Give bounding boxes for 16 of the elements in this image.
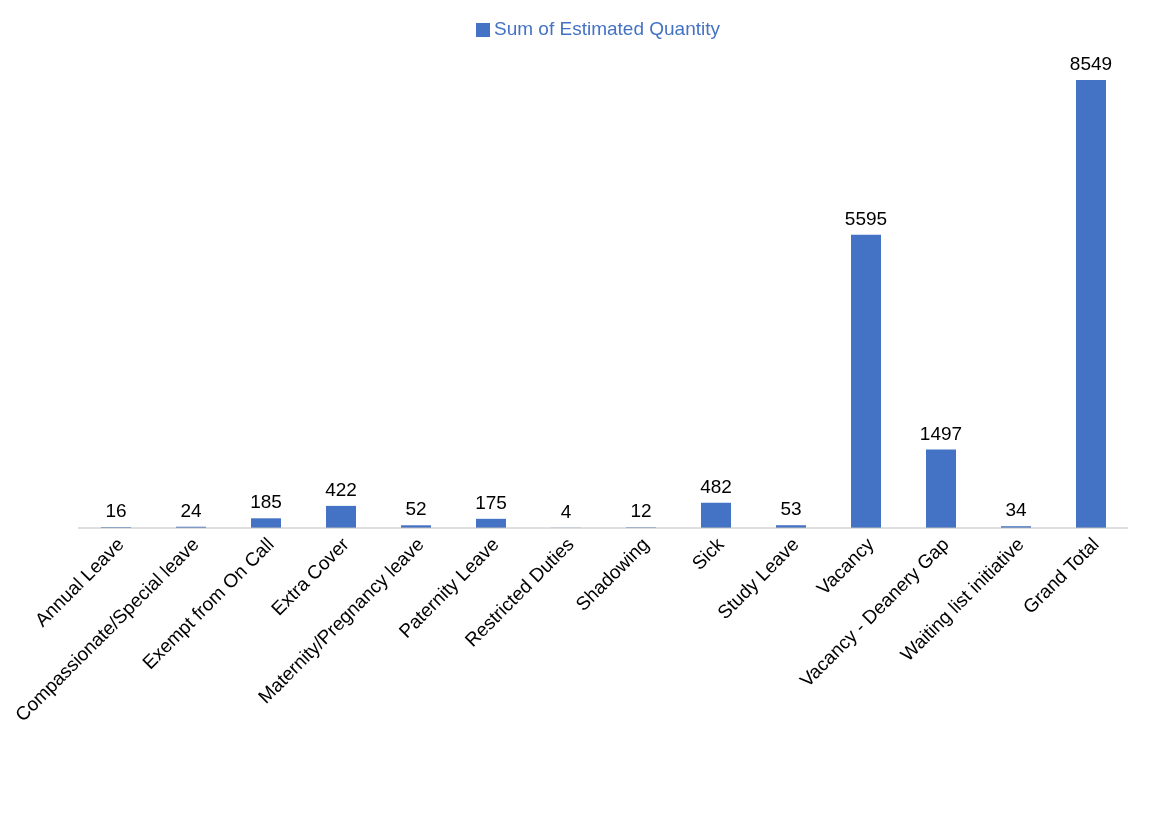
x-tick-label: Sick	[687, 533, 729, 574]
data-label: 4	[560, 500, 572, 522]
data-label: 53	[780, 498, 802, 520]
data-label: 24	[180, 499, 202, 521]
data-label: 34	[1005, 499, 1027, 521]
data-label: 8549	[1069, 53, 1113, 74]
data-label: 12	[630, 500, 652, 522]
data-label: 422	[325, 478, 357, 500]
data-label: 16	[105, 500, 127, 522]
data-label: 185	[250, 491, 282, 513]
legend-label: Sum of Estimated Quantity	[494, 18, 720, 39]
data-label: 5595	[844, 207, 888, 229]
data-label: 52	[405, 498, 427, 520]
data-label: 175	[475, 491, 507, 513]
data-label: 482	[700, 475, 732, 497]
data-label: 1497	[919, 422, 963, 444]
